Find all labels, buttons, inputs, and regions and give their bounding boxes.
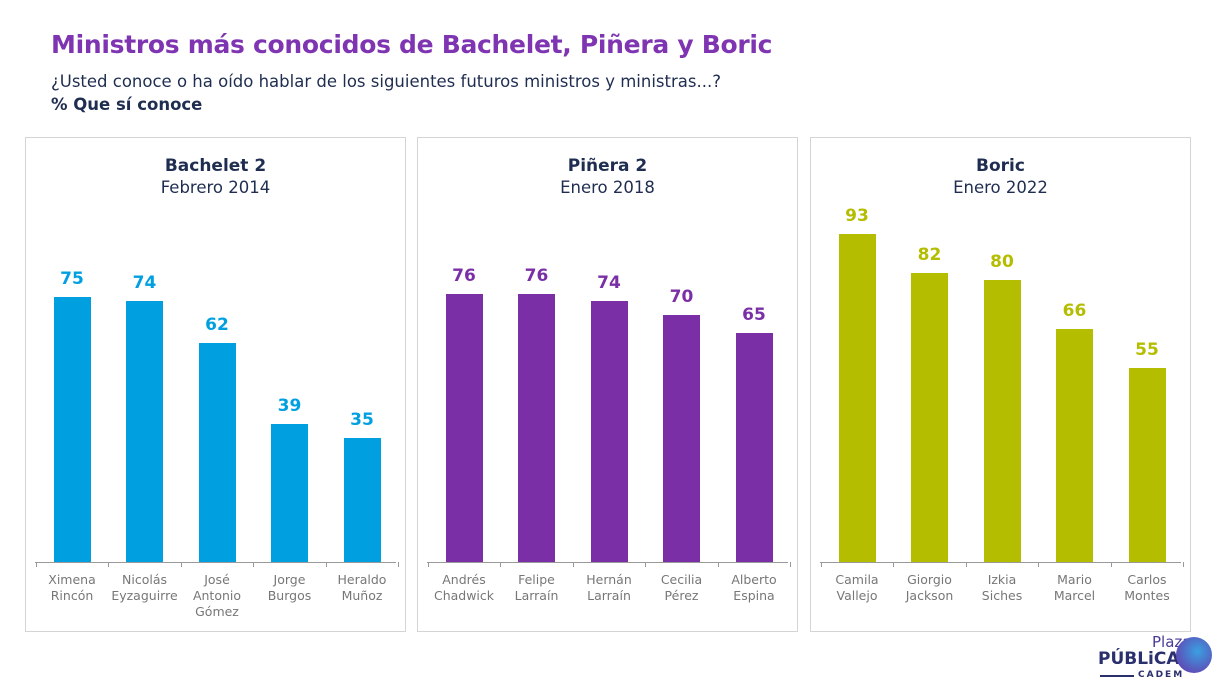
category-label: Heraldo Muñoz xyxy=(337,572,387,603)
bar xyxy=(1056,329,1093,562)
category-label: Camila Vallejo xyxy=(835,572,879,603)
x-axis xyxy=(427,562,788,563)
axis-tick xyxy=(398,562,400,567)
panel-subtitle: Febrero 2014 xyxy=(160,178,271,197)
axis-tick xyxy=(108,562,110,567)
axis-tick xyxy=(790,562,792,567)
category-label: Izkia Siches xyxy=(981,572,1023,603)
axis-tick xyxy=(1183,562,1185,567)
page-subtitle: ¿Usted conoce o ha oído hablar de los si… xyxy=(51,72,721,91)
logo-cadem: CADEM xyxy=(1138,670,1185,680)
bar xyxy=(126,300,163,562)
axis-tick xyxy=(253,562,255,567)
category-label: Mario Marcel xyxy=(1053,572,1096,603)
axis-tick xyxy=(325,562,327,567)
data-label: 74 xyxy=(132,272,157,293)
data-label: 74 xyxy=(597,272,621,293)
data-label: 75 xyxy=(60,269,84,290)
bar xyxy=(983,279,1021,562)
bar xyxy=(343,438,381,562)
axis-tick xyxy=(180,562,182,567)
axis-tick xyxy=(427,562,429,567)
axis-tick xyxy=(35,562,37,567)
chart-panel: Bachelet 2 Febrero 2014 75 Ximena Rincón 7… xyxy=(25,137,406,632)
category-label: Jorge Burgos xyxy=(267,572,312,603)
chart-panel: Boric Enero 2022 93 Camila Vallejo 82 Giorg… xyxy=(810,137,1191,632)
axis-tick xyxy=(717,562,719,567)
x-axis xyxy=(35,562,396,563)
category-label: Hernán Larraín xyxy=(586,572,632,603)
measure-label: % Que sí conoce xyxy=(51,95,203,114)
bar xyxy=(735,332,773,562)
bar xyxy=(911,272,948,562)
data-label: 93 xyxy=(845,205,869,226)
axis-tick xyxy=(1110,562,1112,567)
data-label: 62 xyxy=(205,315,229,336)
bar xyxy=(1128,367,1166,562)
category-label: Alberto Espina xyxy=(731,572,777,603)
data-label: 70 xyxy=(669,286,694,307)
bar xyxy=(445,293,483,562)
bar xyxy=(271,424,308,562)
bar xyxy=(590,300,628,562)
panel-title: Boric xyxy=(976,156,1025,176)
bar xyxy=(198,343,236,562)
axis-tick xyxy=(965,562,967,567)
axis-tick xyxy=(820,562,822,567)
data-label: 82 xyxy=(917,244,942,265)
data-label: 39 xyxy=(277,396,302,417)
plaza-publica-cadem-logo: Plaza PÚBLiCA CADEM xyxy=(1098,633,1228,693)
category-label: Carlos Montes xyxy=(1124,572,1170,603)
data-label: 55 xyxy=(1135,339,1159,360)
x-axis xyxy=(820,562,1181,563)
logo-icon xyxy=(1176,637,1212,673)
data-label: 66 xyxy=(1062,301,1087,322)
category-label: Andrés Chadwick xyxy=(433,572,495,603)
axis-tick xyxy=(645,562,647,567)
bar xyxy=(518,293,555,562)
category-label: Nicolás Eyzaguirre xyxy=(111,572,178,603)
axis-tick xyxy=(572,562,574,567)
data-label: 65 xyxy=(742,304,766,325)
chart-panel: Piñera 2 Enero 2018 76 Andrés Chadwick 76 F… xyxy=(417,137,798,632)
data-label: 76 xyxy=(452,265,476,286)
panel-title: Piñera 2 xyxy=(567,156,648,176)
axis-tick xyxy=(893,562,895,567)
panel-subtitle: Enero 2022 xyxy=(953,178,1048,197)
data-label: 76 xyxy=(524,265,549,286)
logo-publica: PÚBLiCA xyxy=(1098,649,1180,669)
category-label: Cecilia Pérez xyxy=(660,572,703,603)
page-title: Ministros más conocidos de Bachelet, Piñ… xyxy=(51,30,773,59)
bar xyxy=(53,297,91,562)
panel-subtitle: Enero 2018 xyxy=(560,178,655,197)
bar xyxy=(663,314,700,562)
panel-title: Bachelet 2 xyxy=(164,156,267,176)
category-label: Ximena Rincón xyxy=(48,572,96,603)
axis-tick xyxy=(500,562,502,567)
category-label: Felipe Larraín xyxy=(514,572,559,603)
data-label: 35 xyxy=(350,410,374,431)
bar xyxy=(838,233,876,562)
axis-tick xyxy=(1038,562,1040,567)
category-label: José Antonio Gómez xyxy=(192,572,242,619)
logo-line xyxy=(1100,675,1134,677)
data-label: 80 xyxy=(990,251,1014,272)
category-label: Giorgio Jackson xyxy=(905,572,954,603)
